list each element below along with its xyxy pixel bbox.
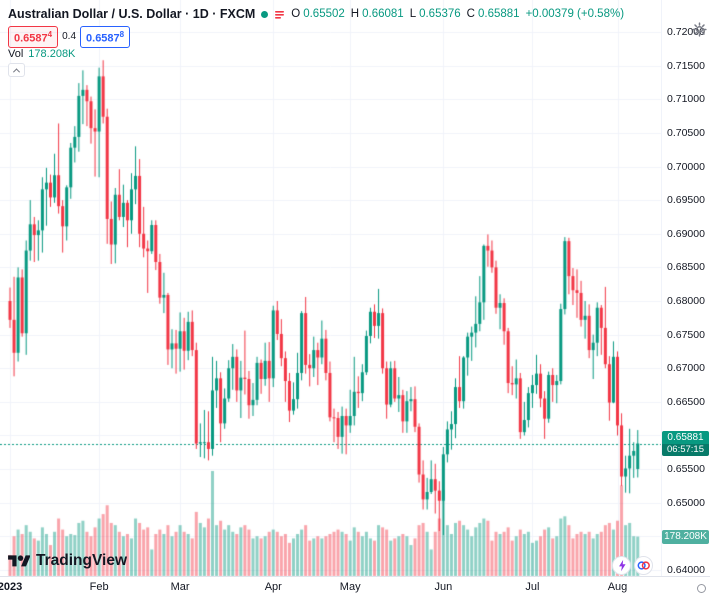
time-tick-label: Mar (170, 581, 190, 593)
buy-price-button[interactable]: 0.65878 (80, 26, 131, 48)
settings-gear-icon[interactable] (692, 22, 707, 42)
chevron-up-icon (12, 67, 21, 75)
price-tick-label: 0.68000 (667, 295, 705, 307)
market-status-dot-icon[interactable] (261, 10, 269, 18)
price-tick-label: 0.69000 (667, 227, 705, 240)
lightning-bolt-icon (619, 559, 626, 572)
price-tick-label: 0.65500 (667, 463, 705, 476)
ohlc-readout: O 0.65502 H 0.66081 L 0.65376 C 0.65881 +0.0… (291, 8, 624, 20)
sell-pip-value: 4 (47, 30, 53, 39)
price-tick-label: 0.64000 (667, 564, 705, 576)
tradingview-logo[interactable]: TradingView (8, 552, 127, 570)
current-price-value: 0.65881 (662, 430, 709, 444)
volume-value: 178.208K (28, 48, 76, 60)
price-tick-label: 0.69500 (667, 194, 705, 207)
ohlc-low-label: L (409, 8, 417, 20)
price-tick-label: 0.67500 (667, 328, 705, 341)
time-tick-label: Feb (89, 581, 109, 593)
sell-price-button[interactable]: 0.65874 (8, 26, 59, 48)
symbol-title[interactable]: Australian Dollar / U.S. Dollar · 1D · F… (8, 7, 256, 21)
bid-ask-row: 0.65874 0.4 0.65878 (8, 26, 131, 48)
ohlc-close-value: 0.65881 (477, 8, 520, 20)
ohlc-low-value: 0.65376 (419, 8, 461, 20)
price-tick-label: 0.67000 (667, 362, 705, 375)
data-mode-icon[interactable] (274, 9, 285, 20)
collapse-pane-button[interactable] (8, 63, 25, 77)
price-tick-label: 0.71000 (667, 93, 705, 106)
price-tick-label: 0.71500 (667, 59, 705, 72)
volume-legend: Vol 178.208K (8, 48, 75, 60)
price-tick-label: 0.65000 (667, 496, 705, 509)
price-tick-label: 0.68500 (667, 261, 705, 274)
bar-countdown: 06:57:15 (662, 443, 709, 456)
price-axis-separator (661, 0, 662, 576)
ohlc-high-label: H (350, 8, 360, 20)
overlapping-circles-icon (637, 561, 650, 570)
time-tick-label: Aug (607, 581, 628, 593)
chart-legend: Australian Dollar / U.S. Dollar · 1D · F… (8, 7, 624, 21)
price-tick-label: 0.70000 (667, 160, 705, 173)
time-tick-label: May (339, 581, 361, 593)
tradingview-logo-text: TradingView (36, 552, 128, 569)
price-tick-label: 0.70500 (667, 126, 705, 139)
change-value: +0.00379 (+0.58%) (525, 8, 625, 20)
timezone-clock-icon[interactable] (697, 584, 706, 593)
trading-panel-button[interactable] (634, 556, 653, 575)
time-tick-label: Apr (264, 581, 282, 593)
volume-axis-badge: 178.208K (662, 529, 709, 544)
time-axis-separator (0, 576, 710, 577)
ohlc-open-label: O (291, 8, 301, 20)
ohlc-high-value: 0.66081 (362, 8, 404, 20)
time-tick-label: Jun (434, 581, 453, 593)
buy-pip-value: 8 (119, 30, 125, 39)
current-price-badge: 0.65881 06:57:15 (662, 430, 709, 456)
volume-label: Vol (8, 48, 24, 60)
time-tick-label: 2023 (0, 581, 23, 593)
quick-actions-button[interactable] (612, 556, 631, 575)
ohlc-close-label: C (466, 8, 475, 20)
spread-value: 0.4 (62, 31, 77, 43)
tradingview-mark-icon (8, 554, 30, 566)
time-tick-label: Jul (525, 581, 540, 593)
ohlc-open-value: 0.65502 (303, 8, 345, 20)
price-tick-label: 0.66500 (667, 395, 705, 408)
